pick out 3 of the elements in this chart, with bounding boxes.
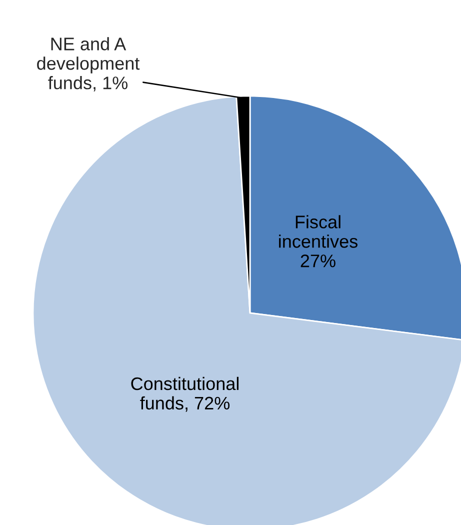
data-label: Constitutional funds, 72% [131, 376, 238, 412]
data-label: NE and A development funds, 1% [37, 37, 140, 92]
data-label: Fiscal incentives 27% [279, 215, 358, 268]
